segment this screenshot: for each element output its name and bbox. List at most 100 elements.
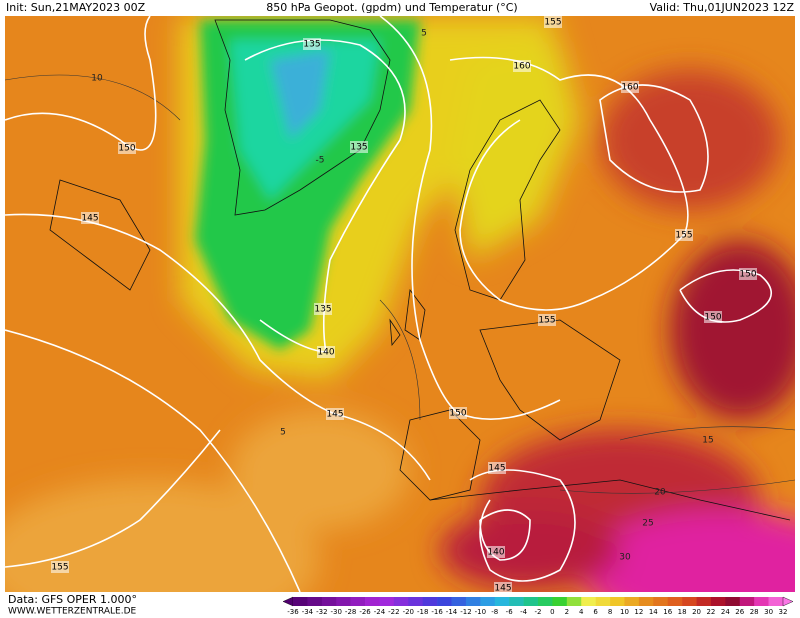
colorbar-label: -32 xyxy=(316,608,327,616)
colorbar-swatch xyxy=(552,597,568,606)
colorbar-label: 0 xyxy=(550,608,554,616)
contour-label-bg xyxy=(350,141,368,153)
colorbar-swatch xyxy=(739,597,755,606)
colorbar-label: -34 xyxy=(302,608,314,616)
colorbar-label: 20 xyxy=(692,608,701,616)
contour-label-bg xyxy=(51,561,69,573)
colorbar-label: 26 xyxy=(735,608,744,616)
isotherm-label: 20 xyxy=(654,488,666,498)
colorbar-swatch xyxy=(437,597,452,606)
colorbar-swatch xyxy=(523,597,539,606)
colorbar-label: 32 xyxy=(779,608,788,616)
colorbar-swatch xyxy=(653,597,669,606)
colorbar-label: 8 xyxy=(608,608,612,616)
colorbar-label: 22 xyxy=(706,608,715,616)
colorbar-swatch xyxy=(422,597,438,606)
colorbar-label: 18 xyxy=(678,608,687,616)
colorbar-label: -10 xyxy=(475,608,486,616)
site-name: WWW.WETTERZENTRALE.DE xyxy=(8,607,137,617)
contour-label-bg xyxy=(81,212,99,224)
colorbar-swatch xyxy=(379,597,395,606)
colorbar-label: 10 xyxy=(620,608,629,616)
colorbar-label: 30 xyxy=(764,608,773,616)
contour-label-bg xyxy=(621,81,639,93)
isotherm-label: 5 xyxy=(280,428,286,438)
contour-label: 140 xyxy=(487,548,504,558)
colorbar-swatch xyxy=(610,597,625,606)
colorbar-swatch xyxy=(293,597,308,606)
colorbar-label: -20 xyxy=(403,608,414,616)
colorbar-swatch xyxy=(581,597,596,606)
contour-label-bg xyxy=(739,268,757,280)
contour-label-bg xyxy=(513,60,531,72)
contour-label: 140 xyxy=(317,348,334,358)
colorbar-swatch xyxy=(465,597,481,606)
colorbar-swatch xyxy=(494,597,510,606)
colorbar-swatch xyxy=(768,597,784,606)
contour-label: 150 xyxy=(449,409,466,419)
colorbar-swatch xyxy=(538,597,553,606)
contour-label-bg xyxy=(314,303,332,315)
colorbar-label: 16 xyxy=(663,608,672,616)
colorbar-label: -24 xyxy=(374,608,386,616)
colorbar-swatch xyxy=(451,597,467,606)
colorbar-swatch xyxy=(408,597,424,606)
init-time: Init: Sun,21MAY2023 00Z xyxy=(6,1,146,14)
contour-label-bg xyxy=(494,582,512,594)
colorbar-swatch xyxy=(509,597,524,606)
contour-label-bg xyxy=(488,462,506,474)
contour-label-bg xyxy=(326,408,344,420)
valid-time: Valid: Thu,01JUN2023 12Z xyxy=(650,1,795,14)
contour-label-bg xyxy=(704,311,722,323)
isotherm-label: 5 xyxy=(421,29,427,39)
colorbar-swatch xyxy=(624,597,640,606)
colorbar-label: -12 xyxy=(460,608,471,616)
colorbar-label: -4 xyxy=(520,608,528,616)
colorbar-label: 28 xyxy=(750,608,759,616)
colorbar-label: -6 xyxy=(506,608,514,616)
colorbar-label: 24 xyxy=(721,608,730,616)
colorbar-swatch xyxy=(321,597,337,606)
contour-label: 135 xyxy=(314,305,331,315)
contour-label: 150 xyxy=(739,270,756,280)
contour-label: 145 xyxy=(494,584,511,594)
contour-label: 155 xyxy=(538,316,555,326)
colorbar-label: 4 xyxy=(579,608,584,616)
contour-label: 145 xyxy=(488,464,505,474)
colorbar-swatch xyxy=(307,597,323,606)
colorbar-label: -36 xyxy=(287,608,299,616)
colorbar-swatch xyxy=(696,597,712,606)
colorbar-label: -2 xyxy=(535,608,542,616)
contour-label: 135 xyxy=(350,143,367,153)
isotherm-label: 10 xyxy=(91,74,103,84)
isotherm-label: 25 xyxy=(642,519,653,529)
colorbar-swatch xyxy=(480,597,496,606)
data-source: Data: GFS OPER 1.000° xyxy=(8,593,137,606)
map xyxy=(5,16,795,592)
colorbar-label: 12 xyxy=(634,608,643,616)
colorbar-label: 2 xyxy=(565,608,569,616)
colorbar-label: -26 xyxy=(359,608,371,616)
contour-label: 160 xyxy=(621,83,638,93)
contour-label-bg xyxy=(317,346,335,358)
map-title: 850 hPa Geopot. (gpdm) und Temperatur (°… xyxy=(266,1,517,14)
colorbar-end xyxy=(782,596,794,607)
colorbar-swatch xyxy=(667,597,683,606)
contour-label-bg xyxy=(675,229,693,241)
contour-label-bg xyxy=(303,38,321,50)
colorbar-label: -30 xyxy=(331,608,342,616)
colorbar-swatch xyxy=(566,597,582,606)
contour-label: 160 xyxy=(513,62,530,72)
colorbar: -36 -34 -32 -30 -28 -26 -24 -22 -20 -18 -16 -14 -12-… xyxy=(282,596,794,616)
colorbar-swatch xyxy=(682,597,697,606)
contour-label: 155 xyxy=(675,231,692,241)
contour-label: 135 xyxy=(303,40,320,50)
contour-label-bg xyxy=(118,142,136,154)
contour-label: 150 xyxy=(118,144,135,154)
colorbar-label: -22 xyxy=(388,608,399,616)
colorbar-label: -28 xyxy=(345,608,356,616)
contour-label-bg xyxy=(538,314,556,326)
colorbar-swatch xyxy=(350,597,366,606)
colorbar-swatch xyxy=(638,597,654,606)
